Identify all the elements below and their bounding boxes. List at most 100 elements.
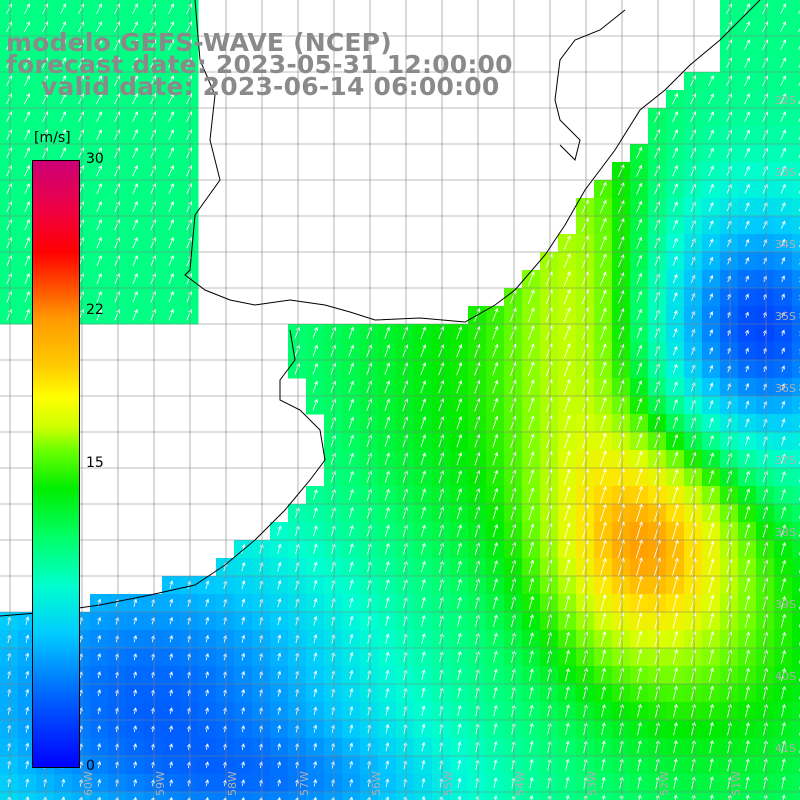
wind-arrow bbox=[708, 183, 714, 194]
wind-arrow bbox=[384, 470, 390, 483]
wind-arrow bbox=[528, 541, 535, 556]
lon-label: 55W bbox=[442, 771, 455, 796]
wind-arrow bbox=[493, 686, 498, 699]
lon-label: 51W bbox=[730, 771, 743, 796]
wind-arrow bbox=[349, 525, 354, 537]
wind-arrow bbox=[636, 630, 643, 647]
wind-arrow bbox=[132, 308, 138, 321]
lon-label: 58W bbox=[226, 771, 239, 796]
wind-arrow bbox=[169, 616, 174, 625]
wind-speed-cell bbox=[0, 792, 19, 800]
wind-arrow bbox=[241, 561, 246, 572]
wind-arrow bbox=[672, 630, 679, 647]
wind-arrow bbox=[708, 220, 714, 230]
wind-arrow bbox=[61, 796, 66, 800]
wind-arrow bbox=[474, 361, 481, 376]
wind-arrow bbox=[168, 308, 174, 321]
wind-arrow bbox=[781, 256, 786, 265]
wind-arrow bbox=[132, 57, 139, 69]
wind-arrow bbox=[348, 398, 354, 411]
wind-arrow bbox=[618, 379, 625, 394]
wind-arrow bbox=[654, 164, 661, 177]
colorbar-tick: 22 bbox=[86, 302, 104, 318]
wind-arrow bbox=[672, 557, 679, 576]
wind-arrow bbox=[457, 668, 462, 681]
wind-arrow bbox=[186, 129, 192, 141]
wind-arrow bbox=[565, 758, 570, 771]
wind-arrow bbox=[96, 21, 103, 33]
wind-arrow bbox=[745, 703, 750, 718]
wind-arrow bbox=[563, 289, 571, 305]
wind-arrow bbox=[709, 776, 714, 790]
wind-arrow bbox=[241, 598, 246, 608]
wind-arrow bbox=[492, 578, 498, 592]
wind-arrow bbox=[636, 200, 643, 213]
wind-arrow bbox=[563, 271, 571, 287]
wind-arrow bbox=[402, 362, 409, 376]
wind-arrow bbox=[636, 344, 642, 357]
wind-arrow bbox=[781, 400, 786, 409]
wind-arrow bbox=[510, 397, 517, 412]
wind-arrow bbox=[762, 165, 768, 176]
wind-arrow bbox=[654, 630, 661, 647]
wind-arrow bbox=[6, 273, 12, 285]
wind-arrow bbox=[601, 703, 606, 718]
wind-arrow bbox=[205, 616, 210, 625]
wind-arrow bbox=[726, 111, 732, 123]
wind-arrow bbox=[133, 778, 138, 787]
wind-arrow bbox=[96, 75, 103, 87]
wind-arrow bbox=[762, 183, 768, 194]
wind-arrow bbox=[565, 794, 570, 800]
coastline-segment bbox=[0, 329, 326, 617]
wind-arrow bbox=[563, 360, 571, 377]
wind-arrow bbox=[97, 742, 102, 751]
wind-arrow bbox=[313, 579, 318, 590]
wind-speed-cell bbox=[792, 90, 800, 109]
wind-arrow bbox=[349, 724, 354, 734]
wind-arrow bbox=[564, 504, 571, 521]
wind-arrow bbox=[690, 451, 697, 466]
wind-arrow bbox=[564, 558, 571, 575]
lon-label: 60W bbox=[82, 771, 95, 796]
wind-arrow bbox=[96, 165, 102, 177]
wind-arrow bbox=[563, 307, 571, 323]
wind-arrow bbox=[672, 183, 678, 195]
wind-arrow bbox=[186, 39, 193, 51]
wind-arrow bbox=[42, 57, 49, 69]
wind-arrow bbox=[636, 667, 642, 683]
wind-arrow bbox=[366, 344, 373, 357]
wind-arrow bbox=[169, 580, 174, 590]
wind-arrow bbox=[312, 380, 318, 393]
wind-arrow bbox=[672, 486, 679, 504]
wind-arrow bbox=[672, 255, 678, 266]
wind-arrow bbox=[708, 594, 715, 611]
wind-arrow bbox=[654, 201, 660, 213]
wind-arrow bbox=[385, 669, 390, 680]
wind-arrow bbox=[150, 21, 157, 33]
wind-speed-cell bbox=[792, 432, 800, 451]
wind-arrow bbox=[25, 688, 30, 697]
wind-arrow bbox=[78, 129, 84, 141]
wind-arrow bbox=[636, 415, 643, 430]
wind-arrow bbox=[709, 703, 714, 718]
wind-arrow bbox=[726, 93, 732, 105]
wind-arrow bbox=[348, 326, 355, 339]
wind-arrow bbox=[636, 164, 643, 177]
wind-speed-cell bbox=[324, 792, 343, 800]
wind-arrow bbox=[708, 487, 715, 503]
wind-arrow bbox=[708, 469, 715, 484]
wind-arrow bbox=[277, 670, 282, 679]
wind-arrow bbox=[168, 39, 175, 51]
wind-speed-cell bbox=[252, 792, 271, 800]
lat-label: 34S bbox=[775, 238, 796, 251]
wind-arrow bbox=[744, 21, 751, 33]
wind-arrow bbox=[492, 307, 499, 322]
wind-arrow bbox=[205, 707, 209, 715]
wind-arrow bbox=[61, 778, 66, 787]
wind-arrow bbox=[672, 685, 678, 700]
wind-arrow bbox=[205, 671, 210, 679]
wind-arrow bbox=[601, 685, 606, 700]
wind-arrow bbox=[528, 632, 534, 646]
wind-arrow bbox=[474, 343, 481, 358]
wind-arrow bbox=[96, 111, 102, 123]
